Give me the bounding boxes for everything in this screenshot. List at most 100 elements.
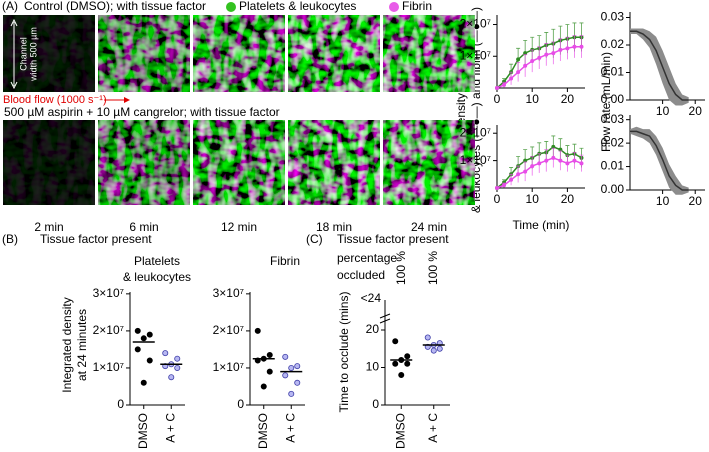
row-title: Control (DMSO); with tissue factor xyxy=(24,0,206,13)
chart-subtitle: Fibrin xyxy=(270,254,300,268)
panel-letter: (A) xyxy=(2,0,18,13)
y-tick-label: 0.01 xyxy=(601,65,625,79)
time-label: 18 min xyxy=(316,220,352,234)
mean-line xyxy=(630,30,689,101)
panel-title: Tissue factor present xyxy=(337,232,449,246)
data-point xyxy=(530,164,535,169)
x-tick-label: DMSO xyxy=(256,413,270,449)
chart-subtitle: Platelets xyxy=(134,254,180,268)
legend-swatch xyxy=(389,2,399,12)
data-point xyxy=(537,161,542,166)
data-point xyxy=(572,158,577,163)
data-point xyxy=(140,335,147,342)
y-tick-label: 0.00 xyxy=(601,182,625,196)
data-point xyxy=(392,360,399,367)
data-point xyxy=(266,351,273,358)
micrograph-signal xyxy=(3,15,95,92)
data-point xyxy=(558,158,563,163)
data-point xyxy=(544,158,549,163)
data-point xyxy=(516,70,521,75)
data-point xyxy=(294,379,301,386)
x-axis-label: Time (min) xyxy=(513,218,570,232)
y-tick-label: 1×10⁷ xyxy=(460,48,491,62)
data-point xyxy=(516,57,521,62)
data-point xyxy=(174,355,181,362)
data-point xyxy=(502,180,507,185)
flow-arrow-head xyxy=(124,97,130,103)
y-tick-label: 2×10⁷ xyxy=(460,125,491,139)
micrograph-signal xyxy=(383,15,475,92)
micrograph-signal xyxy=(288,120,380,205)
y-axis-label: at 24 minutes xyxy=(75,309,89,381)
axis-top-label: <24 xyxy=(361,291,382,305)
data-point xyxy=(168,374,175,381)
flow-label: Blood flow (1000 s⁻¹) xyxy=(3,94,107,106)
data-point xyxy=(404,360,411,367)
micrograph-signal xyxy=(193,120,285,205)
panel-letter: (B) xyxy=(2,232,18,246)
y-tick-label: 0 xyxy=(117,397,124,411)
data-point xyxy=(544,52,549,57)
y-tick-label: 0.02 xyxy=(601,37,625,51)
micrograph-signal xyxy=(288,15,380,92)
data-point xyxy=(260,383,267,390)
channel-label: width 500 µm xyxy=(28,27,38,82)
y-tick-label: 3×10⁷ xyxy=(213,286,244,300)
data-point xyxy=(134,346,141,353)
y-tick-label: 2×10⁷ xyxy=(93,323,124,337)
mean-line xyxy=(630,130,689,191)
data-point xyxy=(294,363,301,370)
data-point xyxy=(174,364,181,371)
x-tick-label: 10 xyxy=(526,92,540,106)
legend-label: Fibrin xyxy=(402,0,432,13)
data-point xyxy=(288,364,295,371)
x-tick-label: 0 xyxy=(494,92,501,106)
data-point xyxy=(436,345,443,352)
data-point xyxy=(146,357,153,364)
y-tick-label: 3×10⁷ xyxy=(93,286,124,300)
micrograph-signal xyxy=(98,120,190,205)
channel-label: Channel xyxy=(18,37,28,71)
micrograph-signal xyxy=(98,15,190,92)
y-tick-label: 20 xyxy=(366,322,380,336)
y-tick-label: 1×10⁷ xyxy=(213,360,244,374)
data-point xyxy=(572,44,577,49)
data-point xyxy=(502,183,507,188)
time-label: 2 min xyxy=(34,220,63,234)
data-point xyxy=(523,51,528,56)
data-point xyxy=(502,82,507,87)
data-point xyxy=(146,331,153,338)
x-tick-label: DMSO xyxy=(136,413,150,449)
panel-a: (A) Control (DMSO); with tissue factor P… xyxy=(2,0,432,119)
data-point xyxy=(424,334,431,341)
x-tick-label: 10 xyxy=(656,194,670,208)
x-tick-label: 20 xyxy=(689,104,703,118)
data-point xyxy=(162,350,169,357)
data-point xyxy=(523,63,528,68)
data-point xyxy=(509,177,514,182)
data-point xyxy=(523,169,528,174)
data-point xyxy=(565,46,570,51)
data-point xyxy=(430,347,437,354)
x-tick-label: 20 xyxy=(561,192,575,206)
x-tick-label: 10 xyxy=(526,192,540,206)
data-point xyxy=(266,368,273,375)
y-tick-label: 0 xyxy=(372,397,379,411)
data-point xyxy=(254,327,261,334)
panel-letter: (C) xyxy=(306,232,323,246)
x-tick-label: 20 xyxy=(561,92,575,106)
y-tick-label: 0.00 xyxy=(601,92,625,106)
y-tick-label: 1×10⁷ xyxy=(460,153,491,167)
y-tick-label: 10 xyxy=(366,360,380,374)
data-point xyxy=(288,390,295,397)
data-point xyxy=(558,47,563,52)
y-tick-label: 1×10⁷ xyxy=(93,360,124,374)
legend-label: Platelets & leukocytes xyxy=(239,0,356,13)
sd-band xyxy=(630,126,689,195)
chart-subtitle: & leukocytes xyxy=(123,270,191,284)
micrograph-signal xyxy=(383,120,475,205)
data-point xyxy=(579,161,584,166)
y-tick-label: 2×10⁷ xyxy=(460,17,491,31)
data-point xyxy=(282,353,289,360)
